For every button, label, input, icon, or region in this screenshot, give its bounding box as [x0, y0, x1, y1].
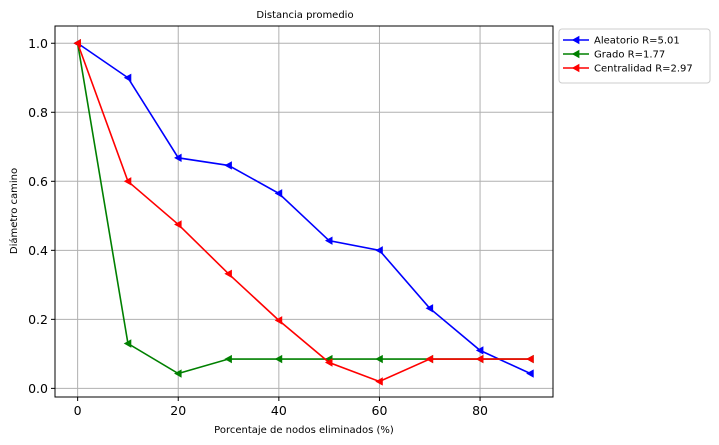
x-axis-label: Porcentaje de nodos eliminados (%) — [214, 425, 394, 436]
legend-frame — [558, 28, 711, 84]
legend-label: Grado R=1.77 — [594, 50, 665, 61]
data-point-marker — [425, 354, 434, 364]
legend-marker — [571, 63, 580, 73]
x-tick-label: 60 — [372, 403, 388, 418]
series-2 — [73, 39, 534, 386]
data-point-marker — [375, 246, 383, 255]
grid — [55, 26, 553, 397]
data-point-marker — [324, 358, 333, 367]
legend-marker — [571, 49, 580, 59]
legend-marker — [571, 35, 580, 45]
series-0 — [73, 39, 534, 378]
data-point-marker — [475, 346, 484, 355]
x-tick-label: 40 — [271, 403, 287, 418]
data-point-marker — [224, 354, 232, 364]
data-point-marker — [274, 316, 283, 325]
plot-frame — [54, 25, 554, 398]
y-tick-label: 0.2 — [28, 312, 48, 327]
legend-label: Centralidad R=2.97 — [594, 64, 693, 75]
y-tick-label: 0.6 — [28, 174, 48, 189]
legend-label: Aleatorio R=5.01 — [594, 36, 680, 47]
data-point-marker — [475, 354, 484, 364]
data-point-marker — [174, 369, 182, 378]
data-point-marker — [174, 220, 182, 229]
y-axis: 0.0 0.2 0.4 0.6 0.8 1.0 — [28, 36, 55, 396]
data-point-marker — [224, 161, 232, 170]
y-tick-label: 1.0 — [28, 36, 48, 51]
series-1 — [73, 39, 534, 378]
x-tick-label: 80 — [472, 403, 488, 418]
data-point-marker — [174, 153, 182, 163]
data-point-marker — [123, 339, 132, 348]
x-tick-label: 0 — [74, 403, 82, 418]
data-point-marker — [375, 377, 383, 386]
data-point-marker — [526, 369, 534, 378]
y-axis-label: Diámetro camino — [8, 168, 20, 254]
data-point-marker — [274, 189, 283, 198]
legend: Aleatorio R=5.01 Grado R=1.77 Centralidad … — [558, 28, 711, 84]
x-tick-label: 20 — [170, 403, 186, 418]
series-line — [76, 43, 531, 375]
y-tick-label: 0.8 — [28, 105, 48, 120]
data-point-marker — [73, 39, 81, 48]
series-group — [73, 39, 534, 386]
data-point-marker — [526, 354, 534, 364]
chart-title: Distancia promedio — [256, 10, 353, 21]
series-line — [77, 42, 531, 375]
series-line — [76, 42, 531, 383]
data-point-marker — [375, 354, 383, 364]
data-point-marker — [123, 177, 132, 186]
data-point-marker — [224, 269, 232, 278]
data-point-marker — [123, 73, 132, 82]
y-tick-label: 0.4 — [28, 243, 48, 258]
data-point-marker — [274, 354, 283, 364]
data-point-marker — [324, 236, 333, 245]
x-axis: 0 20 40 60 80 — [74, 397, 488, 418]
data-point-marker — [425, 304, 434, 313]
y-tick-label: 0.0 — [28, 381, 48, 396]
